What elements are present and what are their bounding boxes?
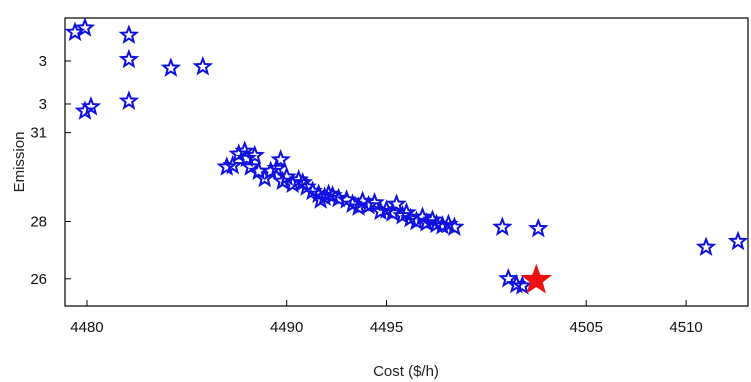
pareto-point <box>364 192 385 212</box>
x-tick-label: 4490 <box>270 319 303 336</box>
pareto-point <box>222 154 244 175</box>
best-solution-point <box>520 263 552 294</box>
y-tick-label: 31 <box>30 125 47 142</box>
pareto-point <box>416 212 437 232</box>
x-axis-ticks: 4480 4490 4495 4505 4510 <box>70 300 703 336</box>
pareto-point <box>695 236 717 257</box>
pareto-point <box>386 193 407 214</box>
y-axis-ticks: 3 3 31 28 26 <box>30 53 71 288</box>
pareto-point <box>270 149 291 169</box>
pareto-point <box>432 214 453 235</box>
y-tick-label: 3 <box>39 53 47 70</box>
pareto-point <box>74 17 96 37</box>
pareto-point <box>216 156 238 176</box>
y-tick-label: 28 <box>30 213 47 230</box>
x-tick-label: 4495 <box>370 319 403 336</box>
pareto-point <box>292 171 313 192</box>
pareto-point <box>444 216 465 236</box>
pareto-point <box>118 48 140 69</box>
y-tick-label: 26 <box>30 271 47 288</box>
pareto-point <box>236 147 258 168</box>
pareto-point <box>254 167 275 188</box>
pareto-point <box>272 170 293 191</box>
pareto-point <box>192 55 214 76</box>
pareto-point <box>80 96 102 116</box>
pareto-point <box>240 156 262 176</box>
pareto-point <box>348 196 369 216</box>
data-points <box>64 17 749 295</box>
pareto-point <box>228 143 250 163</box>
x-axis-label: Cost ($/h) <box>373 363 439 380</box>
y-axis-label: Emission <box>11 132 28 193</box>
pareto-point <box>358 194 379 215</box>
x-tick-label: 4505 <box>570 319 603 336</box>
pareto-point <box>370 200 391 221</box>
pareto-point <box>160 57 182 77</box>
x-tick-label: 4480 <box>70 319 103 336</box>
pareto-point <box>266 157 287 178</box>
pareto-point <box>118 24 140 44</box>
y-tick-label: 3 <box>39 96 47 113</box>
pareto-point <box>512 275 533 295</box>
pareto-point <box>422 209 443 229</box>
pareto-point <box>492 216 513 236</box>
plot-frame <box>64 17 749 307</box>
pareto-point <box>118 90 140 110</box>
pareto-point <box>260 160 281 181</box>
pareto-point <box>244 144 266 165</box>
x-tick-label: 4510 <box>669 319 702 336</box>
pareto-point <box>727 230 749 251</box>
pareto-point <box>528 217 549 238</box>
pareto-point <box>506 273 527 294</box>
